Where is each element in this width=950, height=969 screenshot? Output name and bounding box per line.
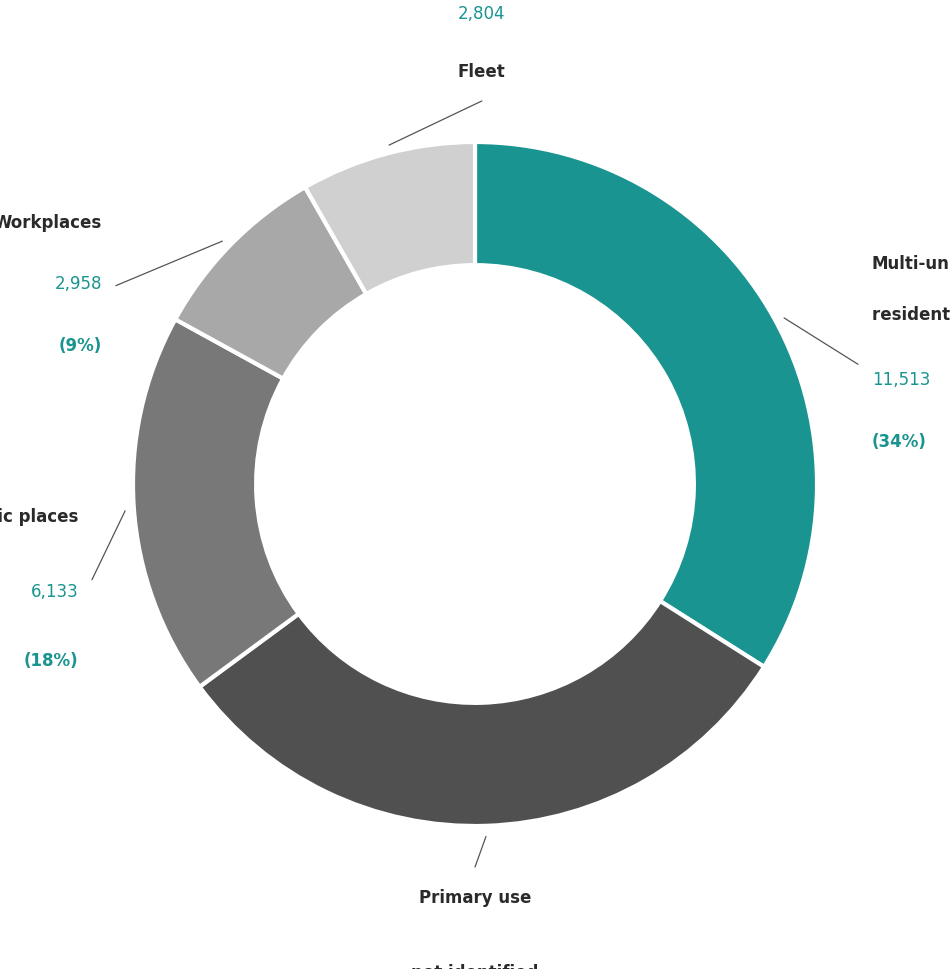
Text: 2,804: 2,804: [458, 5, 505, 23]
Text: 11,513: 11,513: [872, 371, 930, 389]
Text: not identified: not identified: [411, 963, 539, 969]
Wedge shape: [475, 142, 817, 667]
Text: (34%): (34%): [872, 432, 926, 451]
Text: Multi-unit: Multi-unit: [872, 255, 950, 272]
Text: 6,133: 6,133: [30, 582, 78, 601]
Wedge shape: [133, 320, 298, 687]
Text: Fleet: Fleet: [458, 63, 505, 81]
Wedge shape: [175, 188, 367, 379]
Text: residential buildings: residential buildings: [872, 306, 950, 324]
Text: (9%): (9%): [59, 336, 103, 355]
Wedge shape: [305, 142, 475, 295]
Text: Public places: Public places: [0, 508, 78, 525]
Text: Workplaces: Workplaces: [0, 214, 103, 232]
Text: (18%): (18%): [24, 651, 78, 669]
Text: Primary use: Primary use: [419, 888, 531, 906]
Text: 2,958: 2,958: [55, 275, 103, 294]
Wedge shape: [200, 602, 764, 827]
